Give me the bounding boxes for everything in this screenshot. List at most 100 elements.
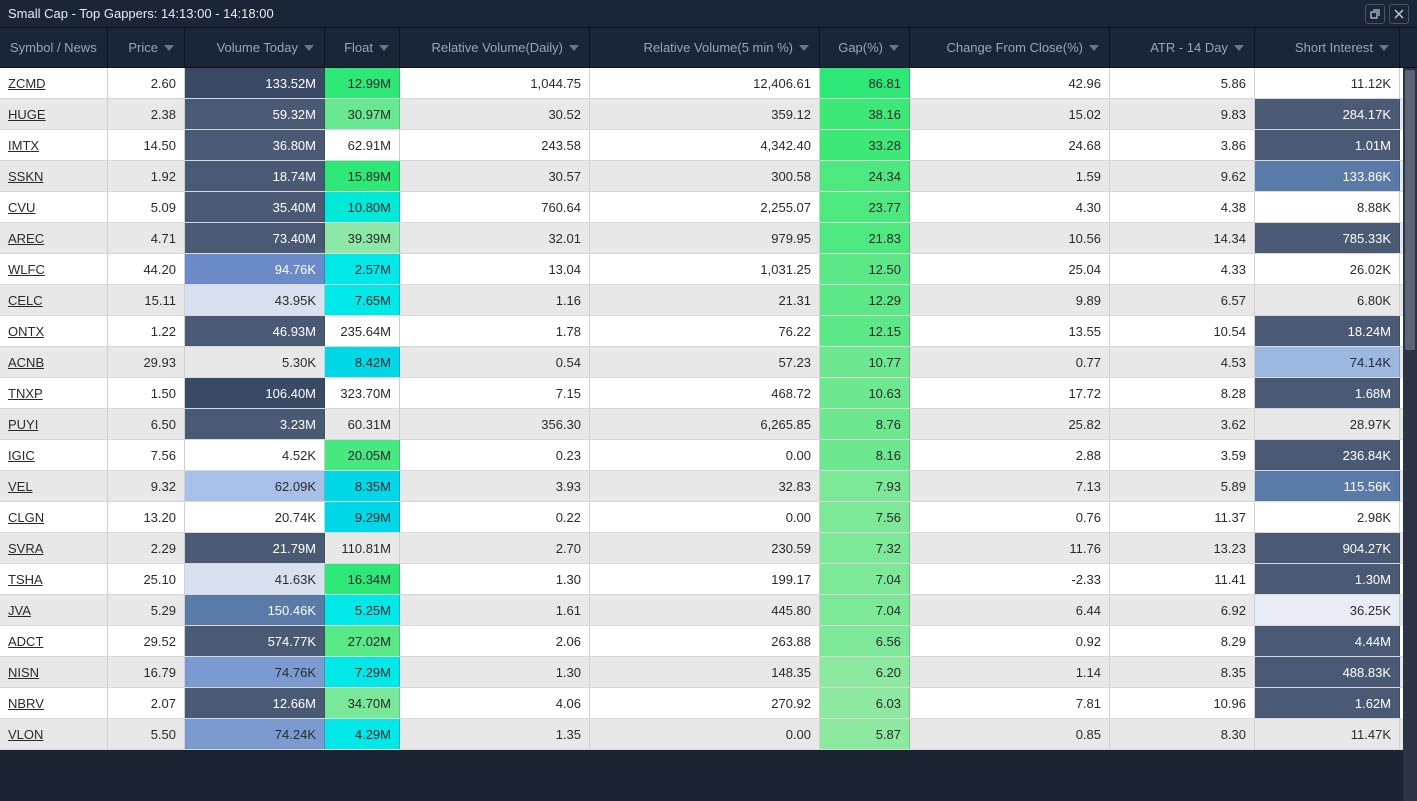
- table-row[interactable]: IMTX14.5036.80M62.91M243.584,342.4033.28…: [0, 130, 1417, 161]
- cell-volume: 74.24K: [185, 719, 325, 749]
- cell-symbol[interactable]: WLFC: [0, 254, 108, 284]
- cell-symbol[interactable]: TSHA: [0, 564, 108, 594]
- sort-arrow-icon: [799, 45, 809, 51]
- column-header-label: Volume Today: [217, 40, 298, 55]
- column-header-atr[interactable]: ATR - 14 Day: [1110, 28, 1255, 67]
- cell-volume: 20.74K: [185, 502, 325, 532]
- column-header-gap[interactable]: Gap(%): [820, 28, 910, 67]
- cell-short: 11.12K: [1255, 68, 1400, 98]
- sort-arrow-icon: [1089, 45, 1099, 51]
- table-row[interactable]: CVU5.0935.40M10.80M760.642,255.0723.774.…: [0, 192, 1417, 223]
- cell-symbol[interactable]: PUYI: [0, 409, 108, 439]
- table-row[interactable]: CELC15.1143.95K7.65M1.1621.3112.299.896.…: [0, 285, 1417, 316]
- cell-short: 284.17K: [1255, 99, 1400, 129]
- cell-relvol_daily: 3.93: [400, 471, 590, 501]
- cell-relvol_5min: 445.80: [590, 595, 820, 625]
- table-row[interactable]: ADCT29.52574.77K27.02M2.06263.886.560.92…: [0, 626, 1417, 657]
- cell-symbol[interactable]: ADCT: [0, 626, 108, 656]
- cell-relvol_5min: 32.83: [590, 471, 820, 501]
- cell-float: 4.29M: [325, 719, 400, 749]
- cell-relvol_daily: 2.06: [400, 626, 590, 656]
- close-button[interactable]: [1389, 4, 1409, 24]
- scrollbar-thumb[interactable]: [1405, 70, 1415, 350]
- cell-price: 7.56: [108, 440, 185, 470]
- scrollbar[interactable]: [1403, 68, 1417, 801]
- column-header-short[interactable]: Short Interest: [1255, 28, 1400, 67]
- cell-float: 34.70M: [325, 688, 400, 718]
- cell-short: 1.30M: [1255, 564, 1400, 594]
- column-header-relvol_daily[interactable]: Relative Volume(Daily): [400, 28, 590, 67]
- cell-symbol[interactable]: HUGE: [0, 99, 108, 129]
- cell-float: 8.35M: [325, 471, 400, 501]
- sort-arrow-icon: [569, 45, 579, 51]
- table-row[interactable]: SSKN1.9218.74M15.89M30.57300.5824.341.59…: [0, 161, 1417, 192]
- cell-gap: 10.77: [820, 347, 910, 377]
- cell-symbol[interactable]: NBRV: [0, 688, 108, 718]
- column-header-volume[interactable]: Volume Today: [185, 28, 325, 67]
- title-bar: Small Cap - Top Gappers: 14:13:00 - 14:1…: [0, 0, 1417, 28]
- cell-symbol[interactable]: ZCMD: [0, 68, 108, 98]
- cell-short: 18.24M: [1255, 316, 1400, 346]
- cell-symbol[interactable]: NISN: [0, 657, 108, 687]
- column-header-float[interactable]: Float: [325, 28, 400, 67]
- cell-change: 1.14: [910, 657, 1110, 687]
- cell-relvol_5min: 21.31: [590, 285, 820, 315]
- cell-symbol[interactable]: TNXP: [0, 378, 108, 408]
- table-row[interactable]: VLON5.5074.24K4.29M1.350.005.870.858.301…: [0, 719, 1417, 750]
- cell-gap: 21.83: [820, 223, 910, 253]
- column-header-relvol_5min[interactable]: Relative Volume(5 min %): [590, 28, 820, 67]
- table-row[interactable]: TSHA25.1041.63K16.34M1.30199.177.04-2.33…: [0, 564, 1417, 595]
- cell-symbol[interactable]: VEL: [0, 471, 108, 501]
- cell-relvol_daily: 243.58: [400, 130, 590, 160]
- cell-symbol[interactable]: CLGN: [0, 502, 108, 532]
- column-header-label: Short Interest: [1295, 40, 1373, 55]
- table-row[interactable]: PUYI6.503.23M60.31M356.306,265.858.7625.…: [0, 409, 1417, 440]
- cell-symbol[interactable]: SVRA: [0, 533, 108, 563]
- cell-gap: 10.63: [820, 378, 910, 408]
- window-controls: [1365, 4, 1409, 24]
- cell-float: 110.81M: [325, 533, 400, 563]
- cell-symbol[interactable]: AREC: [0, 223, 108, 253]
- cell-symbol[interactable]: JVA: [0, 595, 108, 625]
- table-row[interactable]: ONTX1.2246.93M235.64M1.7876.2212.1513.55…: [0, 316, 1417, 347]
- cell-float: 15.89M: [325, 161, 400, 191]
- table-row[interactable]: ACNB29.935.30K8.42M0.5457.2310.770.774.5…: [0, 347, 1417, 378]
- cell-relvol_5min: 300.58: [590, 161, 820, 191]
- column-header-label: Relative Volume(5 min %): [643, 40, 793, 55]
- table-row[interactable]: VEL9.3262.09K8.35M3.9332.837.937.135.891…: [0, 471, 1417, 502]
- cell-symbol[interactable]: ACNB: [0, 347, 108, 377]
- cell-symbol[interactable]: CVU: [0, 192, 108, 222]
- cell-short: 1.01M: [1255, 130, 1400, 160]
- cell-relvol_daily: 1.30: [400, 657, 590, 687]
- column-header-price[interactable]: Price: [108, 28, 185, 67]
- cell-short: 26.02K: [1255, 254, 1400, 284]
- cell-symbol[interactable]: IGIC: [0, 440, 108, 470]
- cell-float: 16.34M: [325, 564, 400, 594]
- table-row[interactable]: NISN16.7974.76K7.29M1.30148.356.201.148.…: [0, 657, 1417, 688]
- column-header-change[interactable]: Change From Close(%): [910, 28, 1110, 67]
- table-row[interactable]: IGIC7.564.52K20.05M0.230.008.162.883.592…: [0, 440, 1417, 471]
- table-row[interactable]: HUGE2.3859.32M30.97M30.52359.1238.1615.0…: [0, 99, 1417, 130]
- cell-volume: 94.76K: [185, 254, 325, 284]
- cell-atr: 6.92: [1110, 595, 1255, 625]
- cell-symbol[interactable]: CELC: [0, 285, 108, 315]
- cell-symbol[interactable]: SSKN: [0, 161, 108, 191]
- cell-change: 25.82: [910, 409, 1110, 439]
- table-row[interactable]: SVRA2.2921.79M110.81M2.70230.597.3211.76…: [0, 533, 1417, 564]
- table-row[interactable]: TNXP1.50106.40M323.70M7.15468.7210.6317.…: [0, 378, 1417, 409]
- scanner-window: Small Cap - Top Gappers: 14:13:00 - 14:1…: [0, 0, 1417, 801]
- cell-change: 0.85: [910, 719, 1110, 749]
- popout-button[interactable]: [1365, 4, 1385, 24]
- cell-volume: 12.66M: [185, 688, 325, 718]
- table-row[interactable]: JVA5.29150.46K5.25M1.61445.807.046.446.9…: [0, 595, 1417, 626]
- table-row[interactable]: AREC4.7173.40M39.39M32.01979.9521.8310.5…: [0, 223, 1417, 254]
- cell-symbol[interactable]: ONTX: [0, 316, 108, 346]
- table-row[interactable]: NBRV2.0712.66M34.70M4.06270.926.037.8110…: [0, 688, 1417, 719]
- cell-symbol[interactable]: VLON: [0, 719, 108, 749]
- table-row[interactable]: ZCMD2.60133.52M12.99M1,044.7512,406.6186…: [0, 68, 1417, 99]
- cell-symbol[interactable]: IMTX: [0, 130, 108, 160]
- column-header-symbol[interactable]: Symbol / News: [0, 28, 108, 67]
- table-row[interactable]: WLFC44.2094.76K2.57M13.041,031.2512.5025…: [0, 254, 1417, 285]
- cell-gap: 24.34: [820, 161, 910, 191]
- table-row[interactable]: CLGN13.2020.74K9.29M0.220.007.560.7611.3…: [0, 502, 1417, 533]
